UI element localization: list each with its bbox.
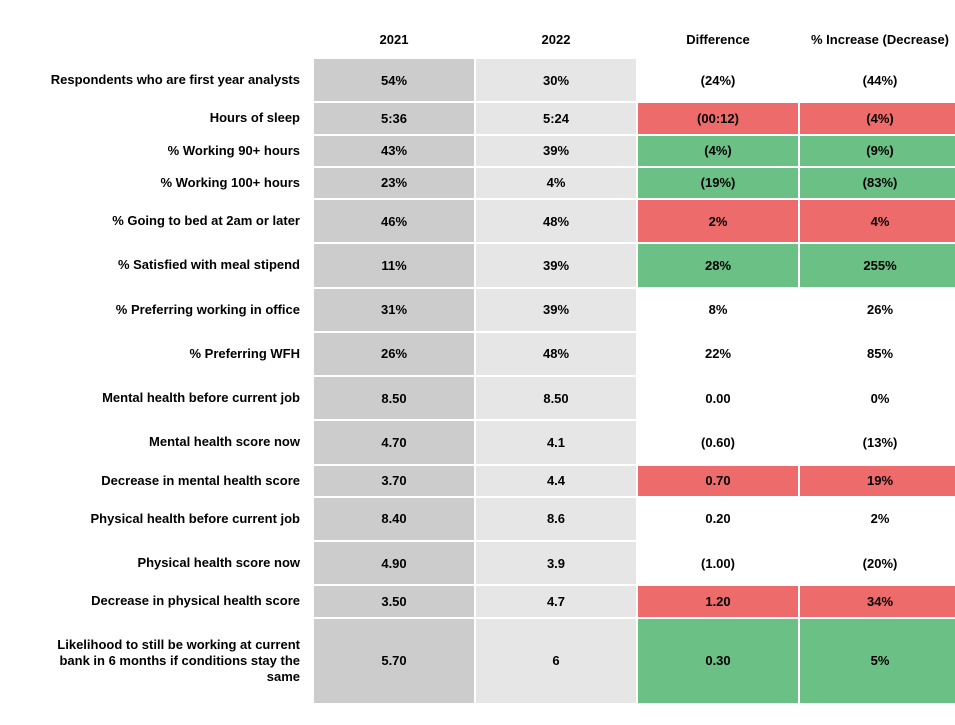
cell-2022: 39% (476, 244, 636, 286)
cell-2021: 5:36 (314, 103, 474, 133)
row-label: Mental health before current job (22, 377, 312, 419)
row-label: % Preferring working in office (22, 289, 312, 331)
cell-diff: 1.20 (638, 586, 798, 616)
cell-diff: (4%) (638, 136, 798, 166)
cell-diff: 0.30 (638, 619, 798, 704)
table-row: Physical health score now4.903.9(1.00)(2… (22, 542, 955, 584)
cell-pct: (4%) (800, 103, 955, 133)
cell-pct: 34% (800, 586, 955, 616)
cell-2022: 4.4 (476, 466, 636, 496)
comparison-table: 2021 2022 Difference % Increase (Decreas… (20, 20, 955, 705)
cell-pct: 0% (800, 377, 955, 419)
cell-2021: 23% (314, 168, 474, 198)
cell-diff: 8% (638, 289, 798, 331)
cell-pct: 19% (800, 466, 955, 496)
cell-diff: (0.60) (638, 421, 798, 463)
cell-diff: 0.70 (638, 466, 798, 496)
row-label: % Satisfied with meal stipend (22, 244, 312, 286)
cell-diff: 0.00 (638, 377, 798, 419)
cell-2021: 3.70 (314, 466, 474, 496)
row-label: Physical health before current job (22, 498, 312, 540)
cell-pct: (20%) (800, 542, 955, 584)
col-header-2022: 2022 (476, 22, 636, 57)
cell-2022: 30% (476, 59, 636, 101)
cell-2022: 4.1 (476, 421, 636, 463)
cell-2021: 4.70 (314, 421, 474, 463)
row-label: Respondents who are first year analysts (22, 59, 312, 101)
cell-2022: 39% (476, 136, 636, 166)
cell-pct: 85% (800, 333, 955, 375)
cell-2022: 3.9 (476, 542, 636, 584)
cell-2021: 31% (314, 289, 474, 331)
row-label: Decrease in physical health score (22, 586, 312, 616)
row-label: % Working 90+ hours (22, 136, 312, 166)
cell-pct: (44%) (800, 59, 955, 101)
cell-2021: 3.50 (314, 586, 474, 616)
cell-2022: 6 (476, 619, 636, 704)
cell-diff: (00:12) (638, 103, 798, 133)
cell-2021: 5.70 (314, 619, 474, 704)
cell-diff: 22% (638, 333, 798, 375)
cell-2021: 8.50 (314, 377, 474, 419)
row-label: Likelihood to still be working at curren… (22, 619, 312, 704)
cell-diff: (19%) (638, 168, 798, 198)
table-row: Respondents who are first year analysts5… (22, 59, 955, 101)
row-label: Decrease in mental health score (22, 466, 312, 496)
row-label: Mental health score now (22, 421, 312, 463)
table-row: Decrease in physical health score3.504.7… (22, 586, 955, 616)
table-row: % Working 90+ hours43%39%(4%)(9%) (22, 136, 955, 166)
cell-2022: 8.50 (476, 377, 636, 419)
cell-pct: 26% (800, 289, 955, 331)
cell-diff: 0.20 (638, 498, 798, 540)
header-blank (22, 22, 312, 57)
cell-2022: 5:24 (476, 103, 636, 133)
cell-pct: (13%) (800, 421, 955, 463)
cell-2022: 48% (476, 333, 636, 375)
table-row: Mental health score now4.704.1(0.60)(13%… (22, 421, 955, 463)
col-header-pct: % Increase (Decrease) (800, 22, 955, 57)
table-row: % Going to bed at 2am or later46%48%2%4% (22, 200, 955, 242)
cell-2021: 46% (314, 200, 474, 242)
table-body: Respondents who are first year analysts5… (22, 59, 955, 703)
cell-2021: 26% (314, 333, 474, 375)
cell-pct: 255% (800, 244, 955, 286)
cell-pct: 5% (800, 619, 955, 704)
cell-pct: (9%) (800, 136, 955, 166)
cell-2021: 4.90 (314, 542, 474, 584)
col-header-2021: 2021 (314, 22, 474, 57)
cell-2022: 4.7 (476, 586, 636, 616)
col-header-diff: Difference (638, 22, 798, 57)
table-row: Likelihood to still be working at curren… (22, 619, 955, 704)
row-label: % Preferring WFH (22, 333, 312, 375)
cell-pct: 2% (800, 498, 955, 540)
table-row: Mental health before current job8.508.50… (22, 377, 955, 419)
cell-2022: 39% (476, 289, 636, 331)
table-row: Hours of sleep5:365:24(00:12)(4%) (22, 103, 955, 133)
row-label: Hours of sleep (22, 103, 312, 133)
cell-2022: 4% (476, 168, 636, 198)
cell-2022: 48% (476, 200, 636, 242)
table-row: Decrease in mental health score3.704.40.… (22, 466, 955, 496)
cell-diff: 2% (638, 200, 798, 242)
row-label: % Going to bed at 2am or later (22, 200, 312, 242)
cell-diff: (1.00) (638, 542, 798, 584)
cell-2021: 54% (314, 59, 474, 101)
table-row: % Preferring working in office31%39%8%26… (22, 289, 955, 331)
table-row: Physical health before current job8.408.… (22, 498, 955, 540)
cell-diff: (24%) (638, 59, 798, 101)
table-row: % Preferring WFH26%48%22%85% (22, 333, 955, 375)
cell-2021: 43% (314, 136, 474, 166)
table-row: % Working 100+ hours23%4%(19%)(83%) (22, 168, 955, 198)
cell-2021: 8.40 (314, 498, 474, 540)
header-row: 2021 2022 Difference % Increase (Decreas… (22, 22, 955, 57)
row-label: % Working 100+ hours (22, 168, 312, 198)
cell-2022: 8.6 (476, 498, 636, 540)
cell-pct: 4% (800, 200, 955, 242)
table-row: % Satisfied with meal stipend11%39%28%25… (22, 244, 955, 286)
row-label: Physical health score now (22, 542, 312, 584)
cell-pct: (83%) (800, 168, 955, 198)
cell-diff: 28% (638, 244, 798, 286)
cell-2021: 11% (314, 244, 474, 286)
